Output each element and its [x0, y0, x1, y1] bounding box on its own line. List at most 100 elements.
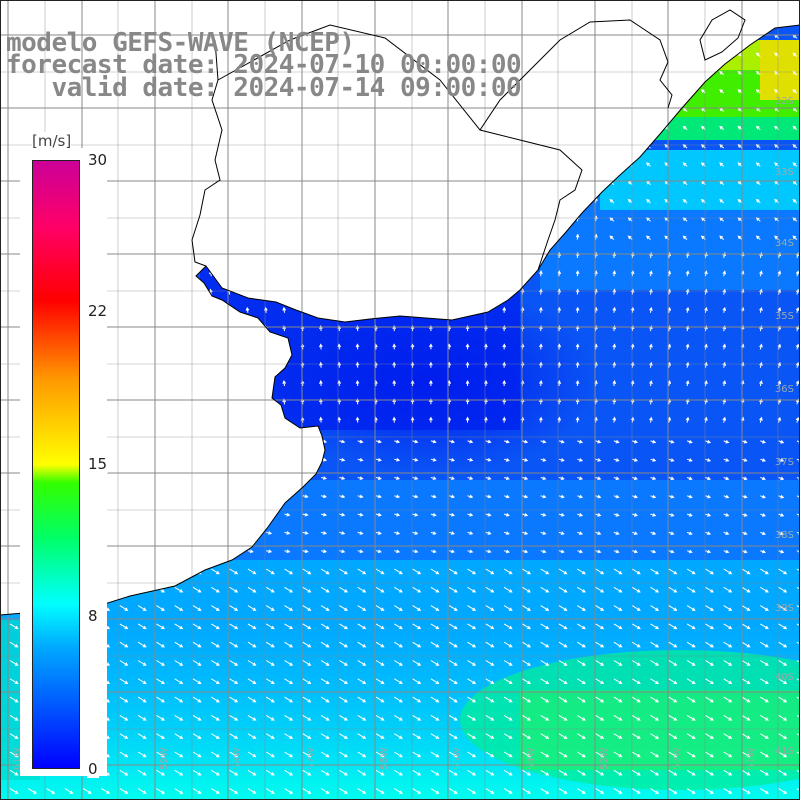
wind-arrow [613, 788, 623, 794]
wind-arrow [284, 605, 294, 611]
wind-arrow [778, 696, 788, 703]
wind-arrow [558, 586, 568, 593]
wind-arrow [503, 476, 510, 480]
wind-arrow [192, 751, 202, 758]
wind-arrow [650, 696, 660, 703]
wind-arrow [355, 343, 360, 350]
wind-arrow [557, 416, 562, 423]
wind-arrow [485, 605, 495, 611]
wind-arrow [538, 361, 543, 368]
wind-arrow [412, 751, 422, 758]
wind-arrow [777, 270, 782, 277]
wind-arrow [668, 586, 678, 593]
border-line-brazil [479, 19, 673, 131]
wind-arrow [737, 125, 743, 131]
wind-arrow [668, 549, 675, 554]
wind-arrow [467, 751, 477, 758]
wind-arrow [485, 733, 495, 739]
wind-arrow [502, 416, 507, 423]
wind-arrow [467, 641, 477, 648]
wind-arrow [540, 605, 550, 611]
wind-arrow [778, 660, 788, 666]
wind-arrow [339, 641, 348, 648]
wind-arrow [192, 678, 202, 685]
wind-arrow [575, 379, 580, 387]
wind-arrow [741, 733, 751, 739]
wind-arrow [428, 343, 433, 350]
wind-arrow [211, 751, 220, 758]
wind-arrow [448, 696, 458, 703]
wind-arrow [448, 568, 458, 575]
wind-arrow [357, 751, 367, 758]
wind-arrow [668, 439, 675, 444]
wind-arrow [174, 696, 184, 703]
wind-arrow [540, 678, 550, 685]
wind-arrow [686, 660, 696, 666]
wind-arrow [485, 788, 495, 794]
wind-arrow [320, 586, 330, 593]
wind-arrow [685, 270, 690, 277]
wind-arrow [247, 641, 257, 648]
wind-arrow [686, 439, 693, 444]
wind-arrow [686, 586, 696, 593]
wind-arrow [577, 714, 586, 721]
wind-arrow [284, 586, 294, 593]
wind-arrow [723, 531, 730, 535]
wind-arrow [668, 458, 675, 462]
wind-arrow [174, 641, 184, 648]
wind-arrow [760, 678, 769, 685]
wind-arrow [705, 769, 714, 776]
wind-arrow [119, 605, 129, 611]
wind-arrow [467, 605, 477, 611]
wind-arrow [229, 605, 239, 611]
wind-arrow [723, 769, 733, 776]
wind-arrow [302, 568, 312, 575]
wind-arrow [685, 416, 690, 423]
wind-arrow [760, 623, 769, 630]
wind-arrow [392, 416, 397, 423]
wind-arrow [741, 660, 751, 666]
wind-arrow [137, 660, 147, 666]
wind-arrow [375, 458, 382, 462]
wind-arrow [540, 586, 550, 593]
wind-arrow [778, 605, 788, 611]
wind-arrow [522, 476, 529, 480]
wind-arrow [174, 788, 184, 794]
wind-arrow [156, 769, 165, 776]
wind-arrow [668, 641, 678, 648]
wind-arrow [339, 751, 348, 758]
wind-arrow [467, 769, 477, 776]
wind-arrow [612, 361, 617, 368]
wind-arrow [631, 714, 641, 721]
wind-arrow [557, 361, 562, 368]
wind-arrow [265, 769, 275, 776]
wind-arrow [375, 531, 382, 535]
wind-arrow [430, 623, 440, 630]
wind-arrow [229, 733, 239, 739]
wind-arrow [613, 714, 623, 721]
wind-arrow [284, 660, 294, 666]
wind-arrow [355, 361, 360, 368]
wind-arrow [448, 769, 458, 776]
wind-arrow [538, 416, 543, 423]
wind-arrow [540, 714, 550, 721]
wind-arrow [430, 531, 437, 535]
wind-arrow [612, 416, 617, 423]
wind-arrow [522, 458, 529, 462]
wind-arrow [174, 660, 184, 666]
wind-arrow [192, 660, 202, 666]
wind-arrow [394, 549, 401, 554]
wind-arrow [211, 733, 220, 739]
wind-arrow [375, 439, 382, 444]
wind-arrow [631, 586, 641, 593]
wind-arrow [156, 623, 165, 630]
wind-arrow [540, 568, 550, 575]
wind-arrow [558, 531, 565, 535]
wind-arrow [558, 458, 565, 462]
wind-arrow [685, 380, 690, 387]
wind-arrow [339, 512, 346, 517]
wind-arrow [137, 714, 147, 721]
wind-arrow [632, 531, 638, 535]
wind-arrow [577, 476, 584, 481]
wind-arrow [357, 696, 367, 703]
